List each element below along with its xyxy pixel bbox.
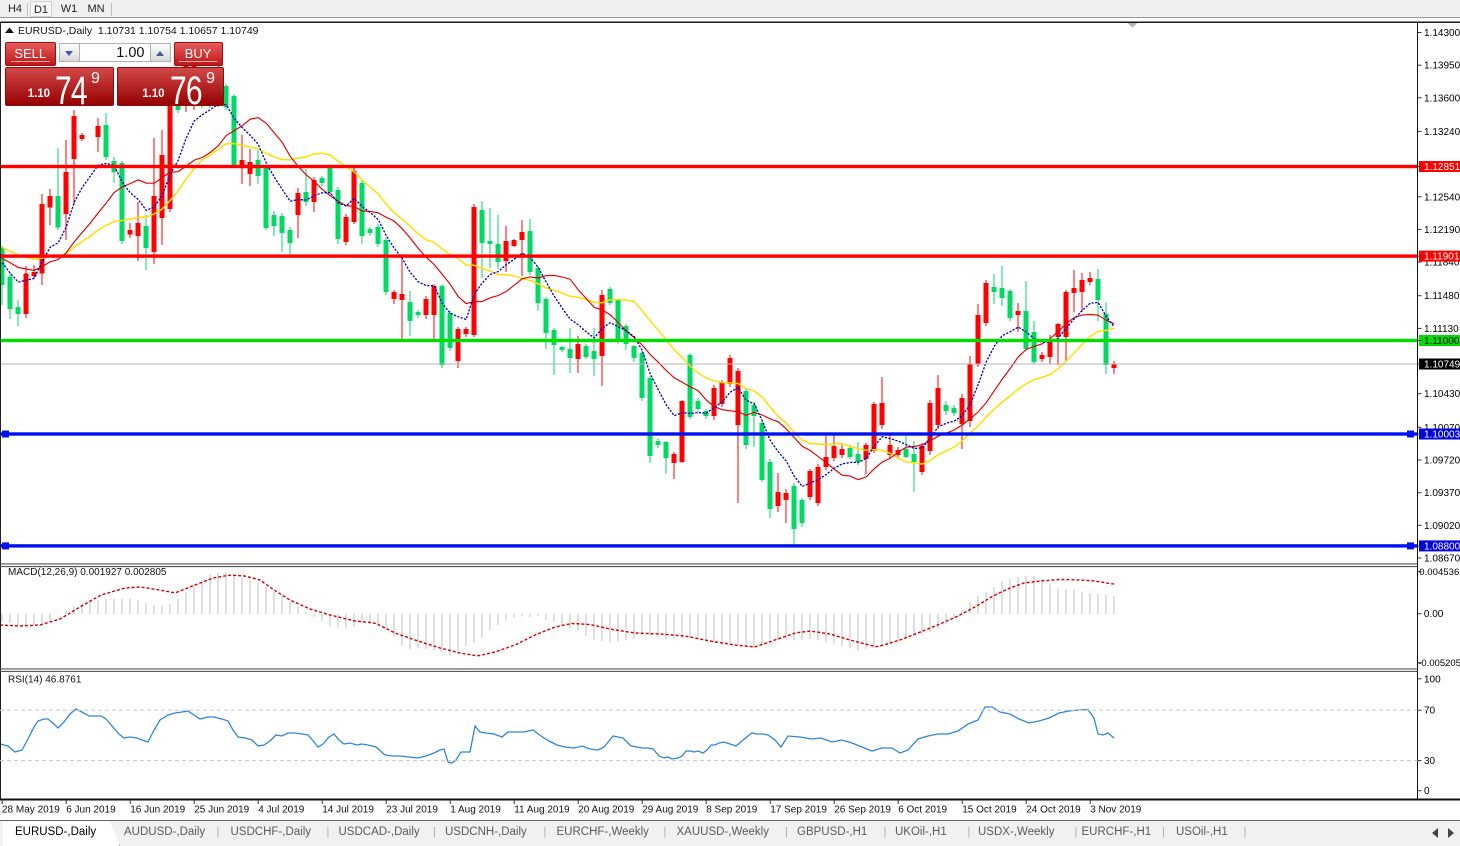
svg-text:1.11130: 1.11130 [1424, 324, 1459, 335]
svg-text:1.10070: 1.10070 [1424, 423, 1460, 434]
svg-text:100: 100 [1424, 674, 1441, 685]
svg-text:0.00: 0.00 [1424, 609, 1444, 620]
svg-text:1.09020: 1.09020 [1424, 521, 1460, 532]
svg-text:1.10003: 1.10003 [1424, 430, 1460, 441]
svg-text:1.08670: 1.08670 [1424, 554, 1460, 565]
svg-text:20 Aug 2019: 20 Aug 2019 [578, 805, 635, 816]
svg-text:0.004536: 0.004536 [1419, 567, 1459, 578]
svg-text:23 Jul 2019: 23 Jul 2019 [386, 805, 438, 816]
svg-text:1.12851: 1.12851 [1424, 162, 1460, 173]
svg-text:1.13600: 1.13600 [1424, 93, 1460, 104]
svg-text:6 Jun 2019: 6 Jun 2019 [66, 805, 116, 816]
svg-text:4 Jul 2019: 4 Jul 2019 [258, 805, 305, 816]
svg-text:1 Aug 2019: 1 Aug 2019 [450, 805, 501, 816]
svg-text:1.09370: 1.09370 [1424, 488, 1460, 499]
svg-text:EURUSD-,Daily 1.10731 1.10754: EURUSD-,Daily 1.10731 1.10754 1.10657 1.… [18, 25, 259, 37]
svg-text:1.13950: 1.13950 [1424, 61, 1460, 72]
svg-text:25 Jun 2019: 25 Jun 2019 [194, 805, 249, 816]
svg-text:1.11000: 1.11000 [1424, 336, 1460, 347]
svg-text:11 Aug 2019: 11 Aug 2019 [514, 805, 570, 816]
svg-text:70: 70 [1424, 706, 1436, 717]
svg-text:0: 0 [1424, 786, 1430, 797]
svg-text:-0.005205: -0.005205 [1418, 658, 1460, 669]
svg-text:29 Aug 2019: 29 Aug 2019 [642, 805, 699, 816]
svg-text:1.11840: 1.11840 [1424, 258, 1460, 269]
svg-text:1.12190: 1.12190 [1424, 225, 1460, 236]
svg-text:24 Oct 2019: 24 Oct 2019 [1026, 805, 1081, 816]
svg-text:6 Oct 2019: 6 Oct 2019 [898, 805, 947, 816]
svg-text:14 Jul 2019: 14 Jul 2019 [322, 805, 374, 816]
svg-text:15 Oct 2019: 15 Oct 2019 [962, 805, 1017, 816]
svg-text:1.08800: 1.08800 [1424, 541, 1460, 552]
svg-text:16 Jun 2019: 16 Jun 2019 [130, 805, 185, 816]
svg-text:1.13240: 1.13240 [1424, 127, 1460, 138]
svg-text:26 Sep 2019: 26 Sep 2019 [834, 805, 891, 816]
svg-text:17 Sep 2019: 17 Sep 2019 [770, 805, 827, 816]
svg-text:MACD(12,26,9) 0.001927 0.00280: MACD(12,26,9) 0.001927 0.002805 [8, 567, 167, 578]
svg-text:8 Sep 2019: 8 Sep 2019 [706, 805, 758, 816]
svg-text:1.11480: 1.11480 [1424, 291, 1460, 302]
svg-text:1.10749: 1.10749 [1424, 360, 1460, 371]
svg-text:1.14300: 1.14300 [1424, 28, 1460, 39]
svg-text:1.11901: 1.11901 [1424, 252, 1460, 263]
svg-text:RSI(14) 46.8761: RSI(14) 46.8761 [8, 675, 82, 686]
svg-text:1.10430: 1.10430 [1424, 389, 1460, 400]
svg-text:3 Nov 2019: 3 Nov 2019 [1090, 805, 1142, 816]
svg-text:1.09720: 1.09720 [1424, 456, 1460, 467]
svg-text:1.12540: 1.12540 [1424, 192, 1460, 203]
svg-text:28 May 2019: 28 May 2019 [2, 805, 60, 816]
svg-text:30: 30 [1424, 756, 1436, 767]
